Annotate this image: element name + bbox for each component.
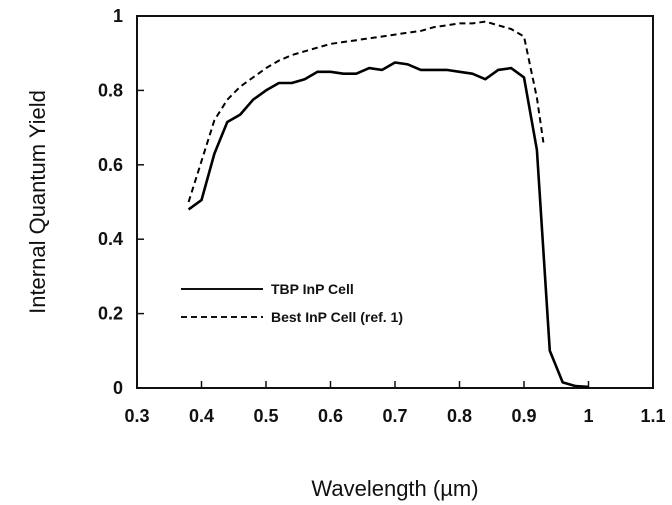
y-tick-label: 0.6	[98, 155, 123, 175]
y-tick-label: 0	[113, 378, 123, 398]
y-axis-ticks: 0 0.2 0.4 0.6 0.8 1	[98, 6, 144, 398]
x-tick-label: 1.1	[640, 406, 665, 426]
x-tick-label: 0.5	[253, 406, 278, 426]
legend: TBP InP Cell Best InP Cell (ref. 1)	[181, 281, 403, 325]
y-tick-label: 1	[113, 6, 123, 26]
series-layer	[187, 20, 589, 389]
series-line-best	[187, 20, 545, 203]
x-tick-label: 0.4	[189, 406, 214, 426]
y-tick-label: 0.2	[98, 304, 123, 324]
x-tick-label: 1	[583, 406, 593, 426]
x-axis-title: Wavelength (µm)	[311, 476, 478, 501]
x-tick-label: 0.7	[382, 406, 407, 426]
x-tick-label: 0.8	[447, 406, 472, 426]
x-axis-ticks: 0.3 0.4 0.5 0.6 0.7 0.8 0.9 1 1.1	[124, 381, 666, 426]
legend-label-tbp: TBP InP Cell	[271, 281, 354, 297]
x-tick-label: 0.6	[318, 406, 343, 426]
x-tick-label: 0.9	[511, 406, 536, 426]
plot-frame	[136, 15, 654, 389]
series-line-tbp	[187, 61, 589, 389]
y-tick-label: 0.4	[98, 229, 123, 249]
y-tick-label: 0.8	[98, 80, 123, 100]
legend-label-best: Best InP Cell (ref. 1)	[271, 309, 403, 325]
y-axis-title: Internal Quantum Yield	[25, 90, 50, 314]
x-tick-label: 0.3	[124, 406, 149, 426]
